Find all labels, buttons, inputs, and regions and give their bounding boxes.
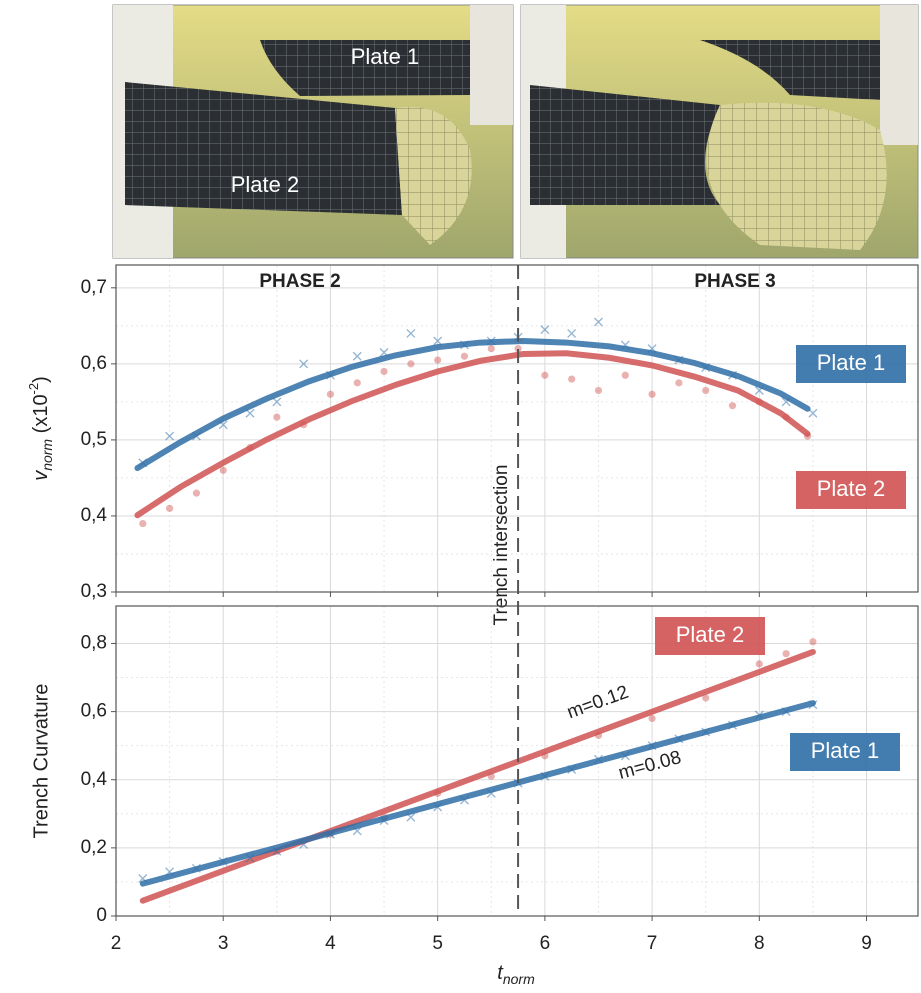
annotation: PHASE 2 [259, 271, 340, 292]
y-tick-label: 0,6 [81, 701, 107, 722]
photo-label: Plate 1 [351, 44, 420, 69]
data-point [433, 336, 443, 346]
annotation: Trench intersection [491, 465, 512, 626]
legend-label: Plate 2 [676, 622, 745, 647]
x-tick-label: 6 [540, 933, 551, 954]
data-point [541, 371, 549, 379]
data-point [460, 352, 469, 360]
y-axis-label-part: -2 [26, 383, 41, 395]
data-point [568, 375, 576, 383]
annotation: m=0.12 [564, 682, 631, 724]
data-point [407, 360, 415, 368]
legend-box [790, 733, 900, 771]
data-point [273, 413, 281, 421]
y-tick-label: 0,4 [81, 769, 108, 790]
y-axis-label-part: norm [39, 439, 55, 471]
x-axis-label-part: norm [503, 971, 535, 987]
data-point [648, 390, 656, 398]
data-point [192, 489, 201, 497]
data-point [352, 351, 362, 361]
x-tick-label: 4 [325, 933, 336, 954]
data-point [755, 660, 763, 668]
x-tick-label: 7 [647, 933, 658, 954]
y-tick-label: 0,8 [81, 632, 107, 653]
data-point [299, 359, 309, 369]
data-point [675, 379, 683, 387]
y-axis-label: vnorm (x10-2) [26, 376, 54, 481]
y-tick-label: 0,7 [81, 277, 107, 298]
data-point [487, 345, 495, 353]
x-tick-label: 3 [218, 933, 229, 954]
data-point [165, 431, 175, 441]
x-tick-label: 2 [111, 933, 122, 954]
data-point [702, 386, 710, 395]
y-tick-label: 0,2 [81, 837, 107, 858]
data-point [514, 345, 522, 353]
data-point [702, 694, 710, 702]
legend-box [655, 617, 765, 655]
data-point [593, 317, 603, 327]
data-point [326, 390, 335, 398]
y-axis-label-part: v [30, 470, 52, 481]
data-point [594, 386, 603, 395]
y-axis-label-part: ) [30, 376, 52, 383]
y-tick-label: 0 [96, 905, 107, 926]
data-point [648, 714, 656, 723]
data-point [380, 367, 388, 376]
data-point [272, 397, 282, 407]
data-point [621, 371, 629, 379]
legend-label: Plate 1 [817, 350, 886, 375]
y-tick-label: 0,3 [81, 581, 107, 602]
x-tick-label: 8 [754, 933, 765, 954]
data-point [809, 638, 817, 646]
y-tick-label: 0,5 [81, 429, 107, 450]
data-point [540, 325, 550, 335]
fit-line [134, 350, 811, 519]
data-point [166, 504, 174, 512]
data-point [406, 328, 416, 338]
x-axis-label: tnorm [497, 962, 535, 986]
annotation: PHASE 3 [694, 271, 775, 292]
data-point [353, 379, 361, 387]
legend-label: Plate 1 [811, 738, 880, 763]
legend-label: Plate 2 [817, 476, 886, 501]
data-point [728, 402, 737, 410]
photo-label: Plate 2 [231, 172, 300, 197]
photo-left: Plate 1 Plate 2 [112, 4, 514, 259]
y-axis-label-part: (x10 [30, 394, 52, 438]
plot-frame [115, 264, 919, 593]
data-point [434, 356, 442, 364]
data-point [567, 328, 577, 338]
data-point [808, 408, 818, 418]
data-point [782, 650, 790, 658]
legend-box [796, 345, 906, 383]
plot-frame [115, 605, 919, 917]
data-point [219, 466, 227, 474]
data-point [139, 519, 147, 528]
y-axis-label: Trench Curvature [30, 684, 52, 839]
fit-line [139, 648, 816, 904]
x-tick-label: 5 [432, 933, 443, 954]
y-tick-label: 0,4 [81, 505, 108, 526]
x-tick-label: 9 [861, 933, 872, 954]
x-axis-label-part: t [497, 962, 504, 984]
legend-box [796, 471, 906, 509]
y-tick-label: 0,6 [81, 353, 107, 374]
fit-line [134, 338, 811, 472]
fit-line [139, 700, 816, 887]
photo-right [520, 4, 919, 259]
